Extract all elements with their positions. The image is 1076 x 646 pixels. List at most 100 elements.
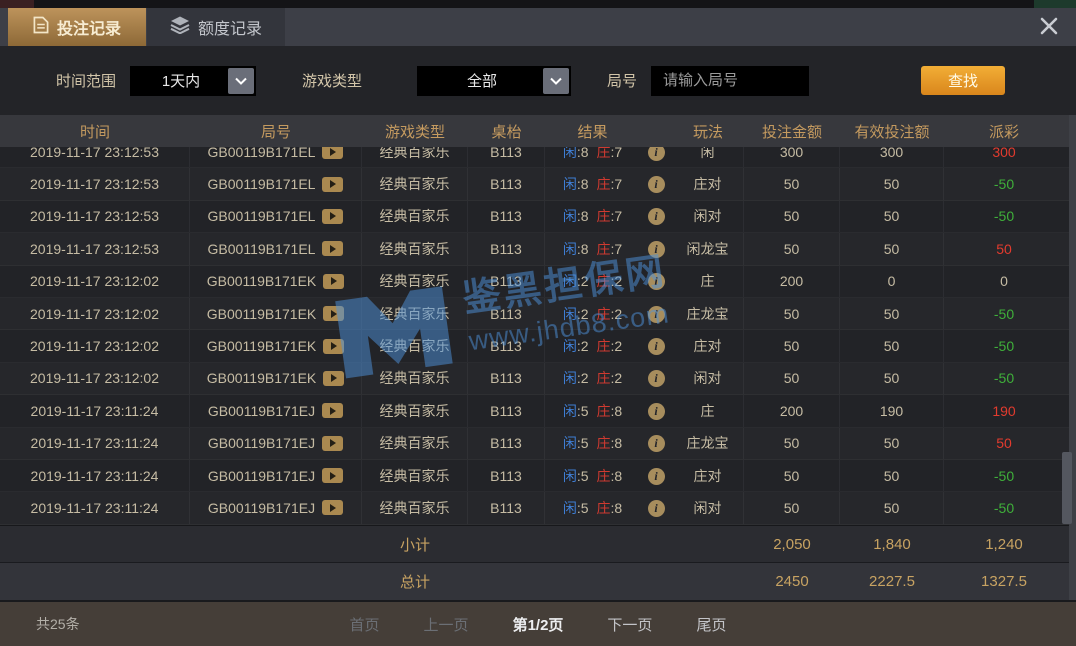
banker-result-value: :7 bbox=[610, 208, 623, 225]
cell-game-type: 经典百家乐 bbox=[362, 168, 468, 200]
player-result-label: 闲 bbox=[562, 338, 577, 355]
pagination-item[interactable]: 第1/2页 bbox=[512, 616, 564, 634]
cell-play-type: 庄龙宝 bbox=[672, 427, 744, 459]
cell-game-type: 经典百家乐 bbox=[362, 233, 468, 265]
player-result-label: 闲 bbox=[562, 435, 577, 452]
info-icon[interactable]: i bbox=[647, 402, 665, 420]
round-id: GB00119B171EK bbox=[206, 338, 317, 355]
cell-time: 2019-11-17 23:11:24 bbox=[0, 459, 190, 492]
cell-game-type: 经典百家乐 bbox=[362, 147, 468, 168]
info-icon[interactable]: i bbox=[647, 240, 665, 258]
tab-credit-records[interactable]: 额度记录 bbox=[147, 8, 285, 46]
cell-game-type: 经典百家乐 bbox=[362, 427, 468, 459]
search-button[interactable]: 查找 bbox=[921, 66, 1006, 95]
total-payout: 1327.5 bbox=[981, 573, 1027, 590]
cell-info: i bbox=[640, 369, 672, 388]
video-playback-icon[interactable] bbox=[322, 435, 344, 451]
cell-bet-amount: 50 bbox=[744, 492, 840, 524]
info-icon[interactable]: i bbox=[647, 305, 665, 323]
info-icon[interactable]: i bbox=[647, 338, 665, 356]
tab-betting-records[interactable]: 投注记录 bbox=[8, 8, 146, 46]
cell-info: i bbox=[640, 175, 672, 194]
scrollbar-track[interactable] bbox=[1069, 115, 1076, 600]
pagination-item[interactable]: 上一页 bbox=[423, 616, 469, 634]
video-playback-icon[interactable] bbox=[322, 147, 344, 160]
cell-round: GB00119B171EK bbox=[190, 297, 362, 330]
total-row: 总计 2450 2227.5 1327.5 bbox=[0, 562, 1076, 600]
cell-table: B113 bbox=[468, 233, 545, 265]
cell-play-type: 闲对 bbox=[672, 362, 744, 395]
info-icon[interactable]: i bbox=[647, 435, 665, 453]
player-result-value: :8 bbox=[576, 176, 589, 193]
banker-result-label: 庄 bbox=[596, 208, 611, 225]
player-result-value: :8 bbox=[576, 147, 589, 160]
cell-valid-bet: 50 bbox=[840, 330, 944, 362]
info-icon[interactable]: i bbox=[647, 208, 665, 226]
round-id: GB00119B171EJ bbox=[207, 499, 316, 516]
video-playback-icon[interactable] bbox=[322, 403, 344, 419]
column-header-valid-bet: 有效投注额 bbox=[854, 123, 930, 141]
video-playback-icon[interactable] bbox=[323, 306, 345, 322]
banker-result-value: :8 bbox=[610, 435, 623, 452]
cell-play-type: 闲龙宝 bbox=[672, 233, 744, 265]
round-input[interactable] bbox=[651, 65, 810, 96]
cell-bet-amount: 200 bbox=[744, 265, 840, 297]
cell-payout: -50 bbox=[993, 467, 1015, 484]
cell-time: 2019-11-17 23:12:02 bbox=[0, 265, 190, 297]
game-type-select[interactable]: 全部 bbox=[417, 65, 572, 96]
cell-payout: 50 bbox=[996, 240, 1012, 257]
cell-bet-amount: 50 bbox=[744, 330, 840, 362]
banker-result-label: 庄 bbox=[596, 147, 611, 160]
info-icon[interactable]: i bbox=[647, 499, 665, 517]
cell-payout: -50 bbox=[993, 338, 1015, 355]
round-id: GB00119B171EJ bbox=[207, 402, 316, 419]
cell-result: 闲:2 庄:2 bbox=[545, 304, 640, 324]
cell-table: B113 bbox=[468, 200, 545, 233]
info-icon[interactable]: i bbox=[647, 176, 665, 194]
video-playback-icon[interactable] bbox=[322, 500, 344, 516]
chevron-down-icon bbox=[228, 67, 255, 94]
cell-result: 闲:5 庄:8 bbox=[545, 433, 640, 453]
table-header: 时间 局号 游戏类型 桌枱 结果 玩法 投注金额 有效投注额 派彩 bbox=[0, 115, 1076, 147]
video-playback-icon[interactable] bbox=[323, 370, 345, 386]
cell-play-type: 庄对 bbox=[672, 330, 744, 362]
cell-payout: 300 bbox=[992, 147, 1016, 160]
cell-game-type: 经典百家乐 bbox=[362, 395, 468, 427]
info-icon[interactable]: i bbox=[647, 273, 665, 291]
column-header-table: 桌枱 bbox=[491, 123, 522, 141]
cell-result: 闲:5 庄:8 bbox=[545, 401, 640, 421]
cell-time: 2019-11-17 23:12:02 bbox=[0, 330, 190, 362]
pagination-item[interactable]: 尾页 bbox=[696, 616, 727, 634]
close-button[interactable] bbox=[1034, 13, 1064, 43]
time-range-select[interactable]: 1天内 bbox=[130, 65, 257, 96]
column-header-bet-amount: 投注金额 bbox=[761, 123, 822, 141]
cell-round: GB00119B171EJ bbox=[190, 395, 362, 427]
cell-payout: 50 bbox=[996, 435, 1012, 452]
pagination-item[interactable]: 下一页 bbox=[607, 616, 653, 634]
video-playback-icon[interactable] bbox=[323, 338, 345, 354]
total-bet: 2450 bbox=[775, 573, 809, 590]
info-icon[interactable]: i bbox=[647, 370, 665, 388]
banker-result-value: :8 bbox=[610, 467, 623, 484]
cell-game-type: 经典百家乐 bbox=[362, 330, 468, 362]
cell-info: i bbox=[640, 272, 672, 291]
video-playback-icon[interactable] bbox=[322, 241, 344, 257]
info-icon[interactable]: i bbox=[647, 467, 665, 485]
video-playback-icon[interactable] bbox=[322, 208, 344, 224]
banker-result-value: :2 bbox=[610, 370, 623, 387]
footer-divider bbox=[0, 600, 1076, 602]
video-playback-icon[interactable] bbox=[323, 273, 345, 289]
cell-bet-amount: 50 bbox=[744, 233, 840, 265]
cell-time: 2019-11-17 23:11:24 bbox=[0, 492, 190, 524]
info-icon[interactable]: i bbox=[647, 147, 665, 161]
video-playback-icon[interactable] bbox=[322, 468, 344, 484]
round-id: GB00119B171EL bbox=[207, 147, 316, 160]
scrollbar-thumb[interactable] bbox=[1062, 452, 1072, 524]
cell-bet-amount: 50 bbox=[744, 200, 840, 233]
cell-time: 2019-11-17 23:12:53 bbox=[0, 168, 190, 200]
pagination-item[interactable]: 首页 bbox=[349, 616, 380, 634]
round-id: GB00119B171EK bbox=[206, 305, 317, 322]
cell-round: GB00119B171EL bbox=[190, 233, 362, 265]
video-playback-icon[interactable] bbox=[322, 176, 344, 192]
